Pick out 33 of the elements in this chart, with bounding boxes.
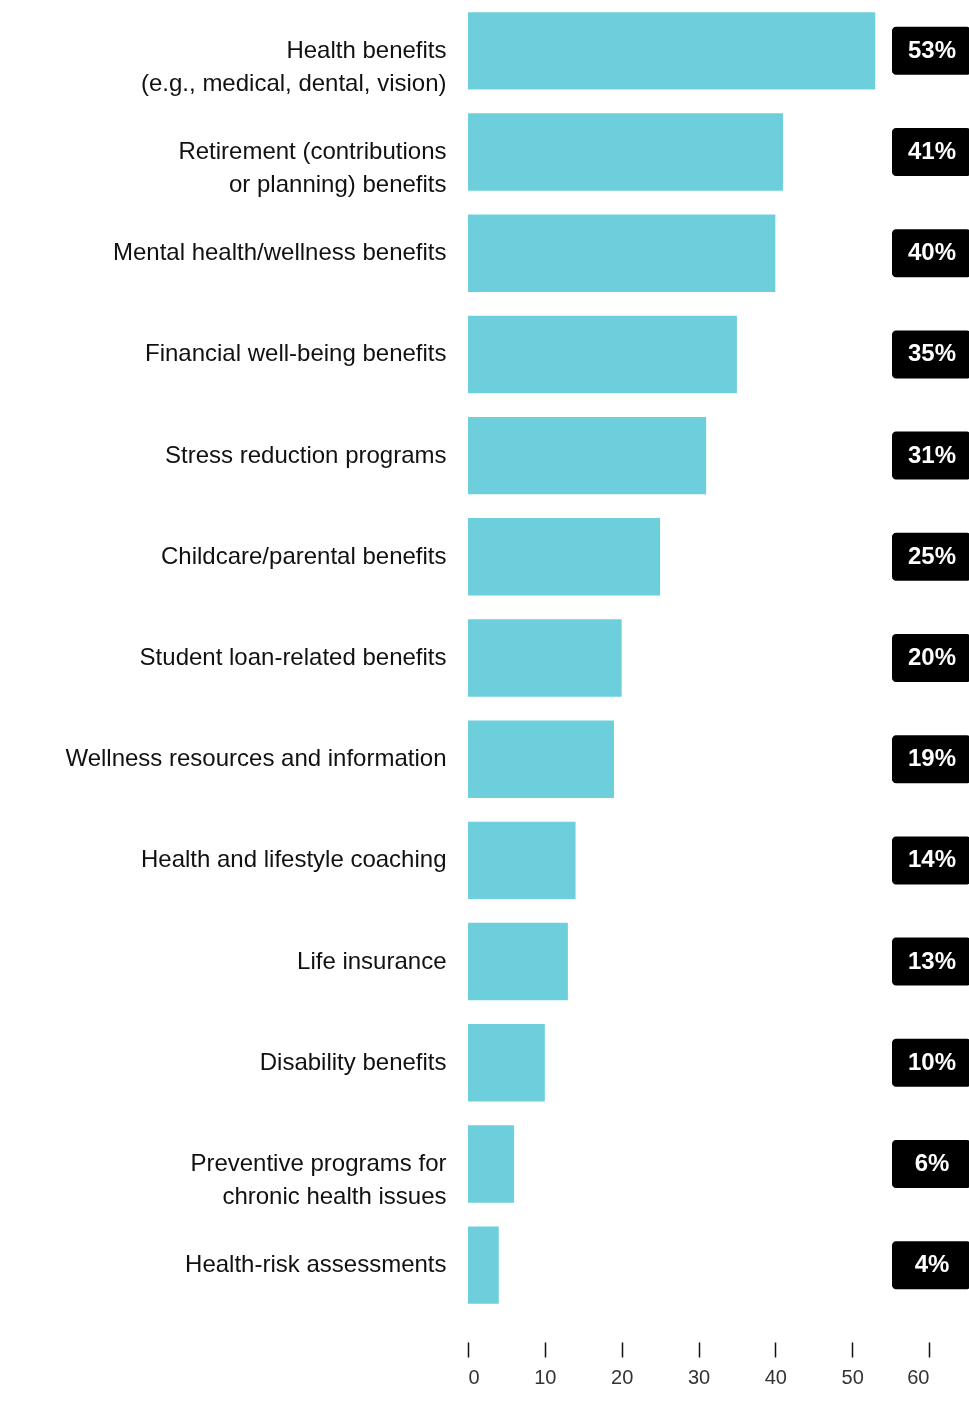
data-label: 10% (907, 1047, 957, 1075)
y-tick-label: Childcare/parental benefits (160, 541, 447, 569)
x-tick-label: 60 (907, 1365, 930, 1388)
y-tick-label: Mental health/wellness benefits (112, 238, 447, 266)
data-label: 41% (907, 137, 957, 165)
y-tick-label: Health-risk assessments (185, 1250, 447, 1278)
x-tick-label: 0 (468, 1365, 480, 1388)
data-label: 19% (907, 744, 957, 772)
y-tick-label: Preventive programs for chronic health issues (190, 1148, 447, 1209)
data-label: 53% (907, 35, 957, 63)
y-tick-label: Life insurance (297, 946, 447, 974)
data-label: 4% (914, 1250, 950, 1278)
y-tick-label: Health benefits (e.g., medical, dental, vision) (141, 35, 447, 96)
y-tick-label: Health and lifestyle coaching (140, 845, 447, 873)
y-tick-label: Wellness resources and information (65, 744, 447, 772)
x-tick-label: 50 (841, 1365, 864, 1388)
y-tick-label: Retirement (contributions or planning) benefits (178, 137, 447, 198)
y-tick-label: Student loan-related benefits (139, 643, 447, 670)
data-label: 6% (914, 1148, 950, 1176)
x-tick-label: 40 (764, 1365, 787, 1388)
data-label: 20% (907, 643, 957, 670)
data-label: 40% (907, 238, 957, 266)
data-label: 13% (907, 946, 957, 974)
y-tick-label: Disability benefits (259, 1047, 447, 1075)
x-tick-label: 10 (534, 1365, 557, 1388)
data-label: 14% (907, 845, 957, 873)
y-tick-label: Stress reduction programs (165, 440, 447, 468)
x-tick-label: 30 (687, 1365, 711, 1388)
data-label: 31% (907, 440, 957, 468)
data-label: 25% (907, 541, 957, 569)
data-label: 35% (907, 339, 957, 367)
y-tick-label: Financial well-being benefits (145, 339, 447, 367)
x-tick-label: 20 (611, 1365, 634, 1388)
